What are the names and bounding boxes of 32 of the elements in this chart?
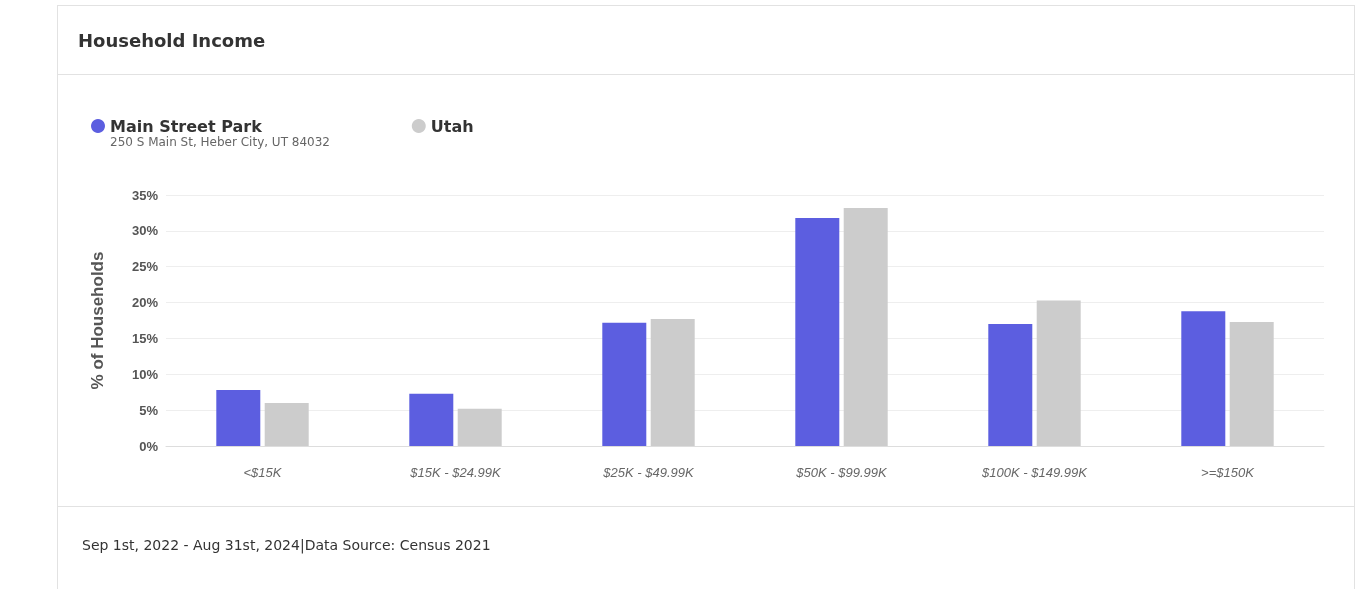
y-tick-label: 15% — [131, 330, 159, 346]
bar — [988, 324, 1033, 446]
chart-title: Household Income — [78, 30, 266, 51]
y-tick-label: 30% — [131, 223, 159, 239]
legend-label: Utah — [430, 116, 474, 136]
bar — [650, 319, 695, 446]
chart-subtitle: 250 S Main St, Heber City, UT 84032 — [110, 135, 330, 149]
bar — [264, 402, 309, 446]
bar — [795, 217, 840, 446]
bar — [216, 390, 261, 446]
x-tick-label: $25K - $49.99K — [602, 465, 695, 480]
bar — [1181, 311, 1226, 446]
y-tick-label: 0% — [139, 438, 159, 454]
bar — [409, 393, 454, 446]
y-tick-label: 25% — [131, 259, 159, 275]
y-tick-label: 10% — [131, 366, 159, 382]
y-tick-label: 35% — [131, 187, 159, 203]
y-tick-label: 20% — [131, 295, 159, 311]
x-tick-label: >=$150K — [1201, 465, 1256, 480]
bar — [1229, 321, 1274, 446]
bar — [457, 408, 502, 446]
x-tick-label: $50K - $99.99K — [795, 465, 888, 480]
bar — [843, 207, 888, 446]
legend-label: Main Street Park — [110, 116, 263, 136]
bar — [1036, 300, 1081, 446]
x-tick-label: $15K - $24.99K — [409, 465, 502, 480]
y-axis-title: % of Households — [88, 251, 107, 390]
x-tick-label: $100K - $149.99K — [981, 465, 1089, 480]
y-tick-label: 5% — [139, 402, 159, 418]
bar — [602, 322, 647, 446]
text: Sep 1st, 2022 - Aug 31st, 2024|Data Source: Census 2021 — [82, 536, 491, 556]
x-tick-label: <$15K — [243, 465, 283, 480]
